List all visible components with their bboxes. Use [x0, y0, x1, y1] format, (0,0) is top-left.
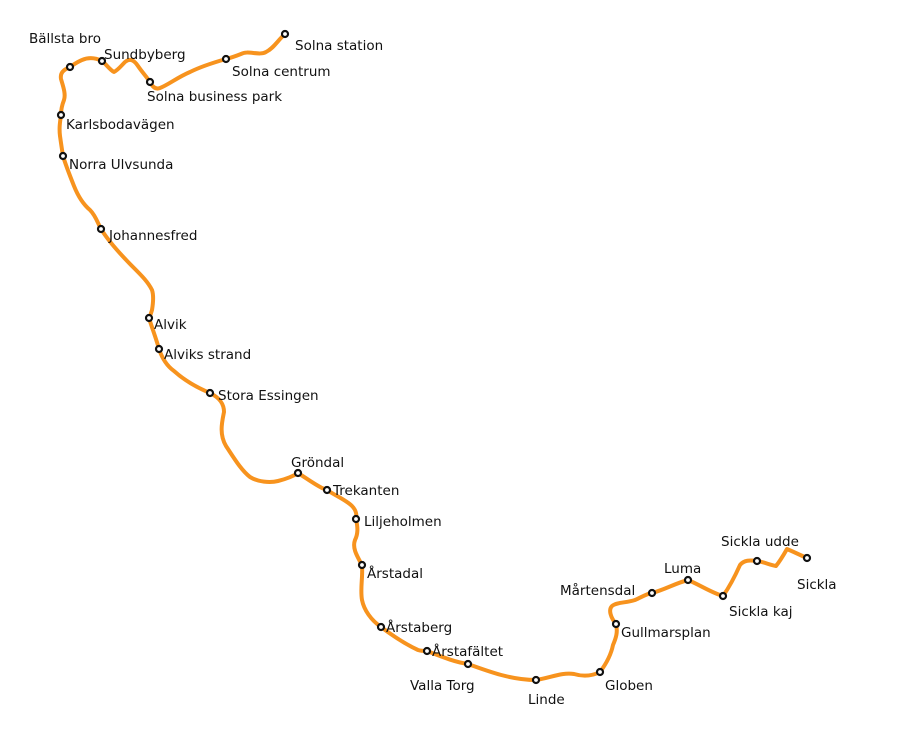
station-label-sickla-udde: Sickla udde [721, 534, 799, 550]
station-marker[interactable] [322, 485, 332, 495]
station-label-luma: Luma [664, 561, 701, 577]
station-label-norra-ulvsunda: Norra Ulvsunda [69, 157, 173, 173]
station-label-sickla: Sickla [797, 577, 837, 593]
station-label-stora-essingen: Stora Essingen [218, 388, 319, 404]
station-marker[interactable] [293, 468, 303, 478]
station-marker[interactable] [144, 313, 154, 323]
station-marker[interactable] [145, 77, 155, 87]
station-label-karlsbodavagen: Karlsbodavägen [66, 117, 175, 133]
station-marker[interactable] [752, 556, 762, 566]
station-markers [56, 29, 812, 685]
station-label-sickla-kaj: Sickla kaj [729, 604, 792, 620]
station-label-solna-centrum: Solna centrum [232, 64, 331, 80]
station-marker[interactable] [422, 646, 432, 656]
station-label-solna-station: Solna station [295, 38, 383, 54]
station-marker[interactable] [280, 29, 290, 39]
station-label-arstafaltet: Årstafältet [432, 643, 503, 660]
station-label-alviks-strand: Alviks strand [164, 347, 251, 363]
station-label-martensdal: Mårtensdal [560, 582, 635, 599]
station-marker[interactable] [205, 388, 215, 398]
station-label-liljeholmen: Liljeholmen [364, 514, 442, 530]
station-label-valla-torg: Valla Torg [410, 678, 475, 694]
station-marker[interactable] [463, 659, 473, 669]
station-labels: Solna station Solna centrum Solna busine… [29, 31, 837, 708]
station-marker[interactable] [56, 110, 66, 120]
station-marker[interactable] [58, 151, 68, 161]
station-marker[interactable] [683, 575, 693, 585]
station-marker[interactable] [595, 667, 605, 677]
station-marker[interactable] [96, 224, 106, 234]
station-marker[interactable] [802, 553, 812, 563]
station-marker[interactable] [611, 619, 621, 629]
station-marker[interactable] [351, 514, 361, 524]
station-label-globen: Globen [605, 678, 653, 694]
station-label-johannesfred: Johannesfred [108, 228, 197, 244]
station-marker[interactable] [376, 622, 386, 632]
station-label-linde: Linde [528, 692, 565, 708]
station-marker[interactable] [357, 560, 367, 570]
station-marker[interactable] [718, 591, 728, 601]
station-label-arstadal: Årstadal [367, 565, 423, 582]
station-label-sundbyberg: Sundbyberg [104, 47, 186, 63]
station-marker[interactable] [97, 56, 107, 66]
station-label-solna-business-park: Solna business park [147, 89, 282, 105]
route-line [57, 32, 809, 682]
station-label-arstaberg: Årstaberg [386, 619, 452, 636]
station-marker[interactable] [531, 675, 541, 685]
station-marker[interactable] [65, 62, 75, 72]
station-label-grondal: Gröndal [291, 455, 344, 471]
station-marker[interactable] [647, 588, 657, 598]
station-marker[interactable] [154, 344, 164, 354]
station-label-alvik: Alvik [154, 317, 187, 333]
station-label-gullmarsplan: Gullmarsplan [621, 625, 711, 641]
station-label-trekanten: Trekanten [332, 483, 399, 499]
station-marker[interactable] [221, 54, 231, 64]
station-label-ballsta-bro: Bällsta bro [29, 31, 101, 47]
